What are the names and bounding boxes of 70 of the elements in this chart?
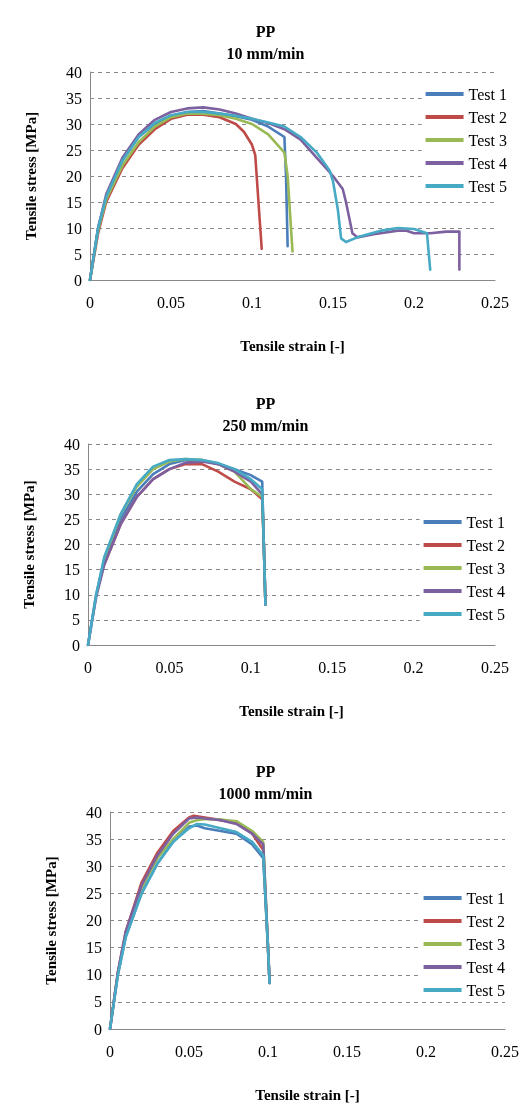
y-tick-label: 5 [94,993,102,1011]
y-tick-label: 35 [64,460,80,478]
legend-label: Test 1 [466,513,506,531]
y-tick-label: 10 [86,966,102,984]
y-tick-label: 40 [66,63,82,81]
legend-label: Test 4 [466,582,506,600]
legend-label: Test 3 [468,131,508,149]
legend-label: Test 3 [466,935,506,953]
y-tick-label: 25 [64,510,80,528]
y-tick-label: 0 [72,636,80,654]
y-tick-label: 35 [86,830,102,848]
legend-label: Test 2 [466,536,506,554]
y-tick-label: 30 [66,115,82,133]
legend-label: Test 3 [466,559,506,577]
legend-label: Test 1 [468,85,508,103]
y-tick-label: 10 [64,586,80,604]
chart-subtitle: 1000 mm/min [218,784,313,802]
y-tick-label: 30 [86,857,102,875]
legend-label: Test 4 [466,958,506,976]
legend-label: Test 4 [468,154,508,172]
legend-label: Test 5 [468,177,508,195]
y-tick-label: 25 [66,141,82,159]
y-tick-label: 40 [86,803,102,821]
x-tick-label: 0.25 [481,293,509,311]
x-tick-label: 0.15 [318,658,347,676]
y-tick-label: 0 [94,1020,102,1038]
y-tick-label: 15 [64,561,80,579]
x-tick-label: 0.2 [404,293,424,311]
chart-subtitle: 250 mm/min [222,416,309,434]
legend-label: Test 2 [468,108,508,126]
x-axis-title: Tensile strain [-] [239,702,344,719]
x-axis-title: Tensile strain [-] [255,1086,360,1103]
x-axis-title: Tensile strain [-] [240,337,345,354]
chart-title: PP [255,762,276,780]
x-tick-label: 0.05 [155,658,184,676]
y-axis-title: Tensile stress [MPa] [22,111,39,241]
x-tick-label: 0.2 [403,658,424,676]
y-tick-label: 25 [86,884,102,902]
x-tick-label: 0.1 [242,293,262,311]
y-tick-label: 30 [64,485,80,503]
y-tick-label: 20 [64,536,80,553]
x-tick-label: 0.15 [319,293,347,311]
legend-label: Test 5 [466,981,506,999]
x-tick-label: 0.1 [240,658,261,676]
legend-label: Test 5 [466,605,506,623]
y-tick-label: 20 [86,912,102,929]
y-tick-label: 20 [66,167,82,185]
x-tick-label: 0 [106,1042,114,1060]
y-axis-title: Tensile stress [MPa] [20,480,37,609]
x-tick-label: 0.25 [481,658,509,676]
y-axis-title: Tensile stress [MPa] [42,856,59,985]
chart-title: PP [255,394,276,412]
x-tick-label: 0.2 [416,1042,436,1060]
x-tick-label: 0.1 [258,1042,278,1060]
y-tick-label: 5 [74,245,82,263]
legend-label: Test 1 [466,889,506,907]
chart-title: PP [255,22,276,40]
x-tick-label: 0.05 [175,1042,203,1060]
x-tick-label: 0.25 [491,1042,519,1060]
y-tick-label: 5 [72,611,80,629]
chart-subtitle: 10 mm/min [226,44,305,62]
y-tick-label: 15 [86,939,102,957]
legend-label: Test 2 [466,912,506,930]
y-tick-label: 40 [64,435,80,453]
y-tick-label: 0 [74,271,82,289]
x-tick-label: 0.15 [333,1042,361,1060]
y-tick-label: 35 [66,89,82,107]
y-tick-label: 10 [66,219,82,237]
y-tick-label: 15 [66,193,82,211]
x-tick-label: 0.05 [157,293,185,311]
